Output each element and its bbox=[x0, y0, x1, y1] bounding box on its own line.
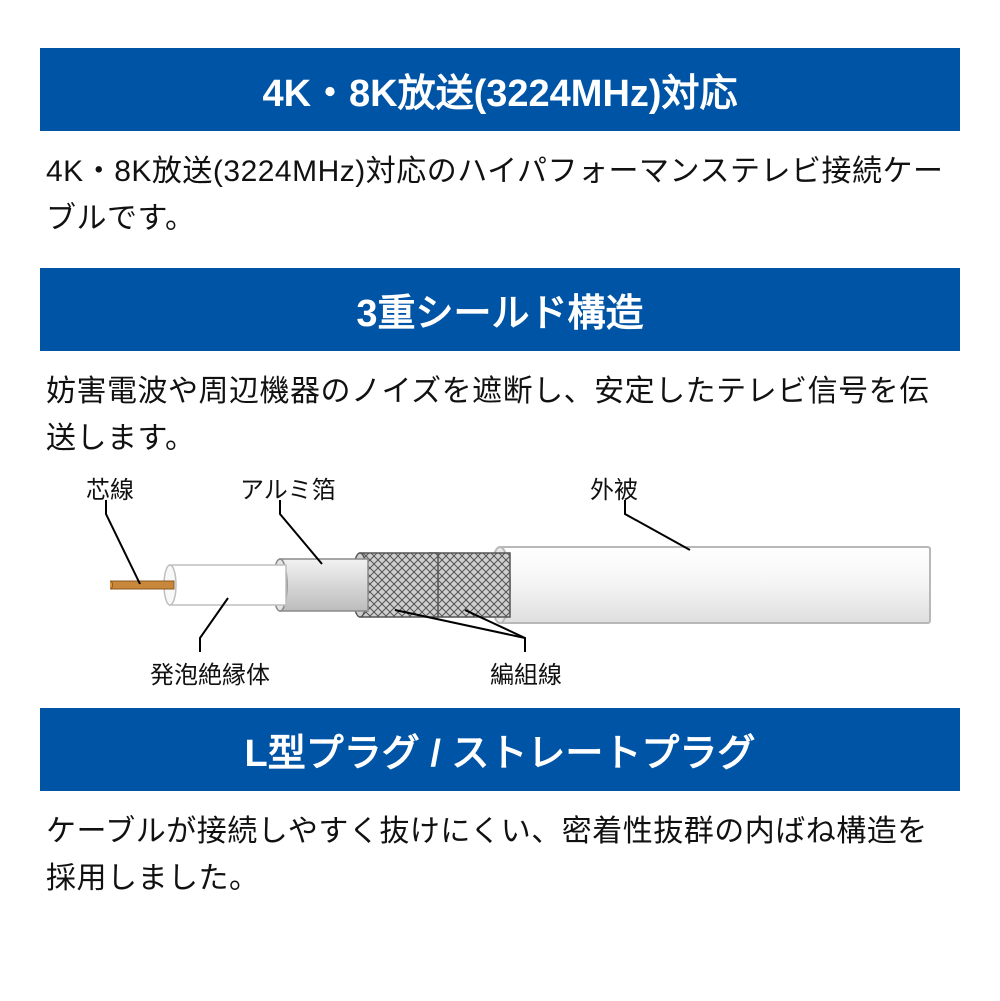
section-header-plug: L型プラグ / ストレートプラグ bbox=[40, 708, 960, 791]
section-body-plug: ケーブルが接続しやすく抜けにくい、密着性抜群の内ばね構造を採用しました。 bbox=[40, 791, 960, 910]
section-body-4k8k: 4K・8K放送(3224MHz)対応のハイパフォーマンステレビ接続ケーブルです。 bbox=[40, 131, 960, 250]
section-body-shield: 妨害電波や周辺機器のノイズを遮断し、安定したテレビ信号を伝送します。 bbox=[40, 351, 960, 470]
cable-cross-section-diagram: 芯線 アルミ箔 外被 発泡絶縁体 編組線 bbox=[50, 470, 950, 690]
section-header-shield: 3重シールド構造 bbox=[40, 268, 960, 351]
leader-lines bbox=[50, 470, 950, 690]
section-header-4k8k: 4K・8K放送(3224MHz)対応 bbox=[40, 48, 960, 131]
